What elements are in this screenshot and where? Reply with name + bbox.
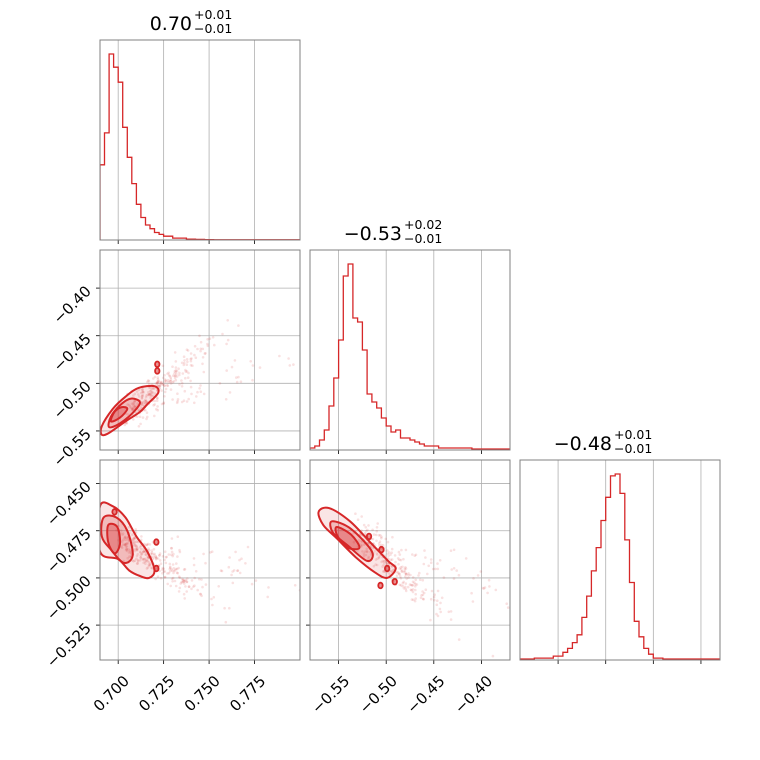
hist-b-background — [310, 250, 510, 450]
scatter-ab-contour-island — [154, 367, 161, 375]
scatter-bc-contour-3 — [334, 526, 361, 551]
scatter-bc-contour-island — [378, 545, 385, 554]
scatter-bc-contour-island — [391, 577, 398, 586]
hist-b-title-plus: +0.02 — [404, 217, 442, 232]
scatter-ac-xtick-label: 0.700 — [90, 672, 133, 715]
scatter-ac-xtick-label: 0.775 — [226, 672, 269, 715]
hist-a-background — [100, 40, 300, 240]
scatter-ab-frame — [99, 249, 301, 451]
scatter-bc-xtick-label: −0.50 — [356, 672, 401, 717]
scatter-bc-contour-2 — [329, 520, 374, 563]
scatter-ac-ytick-label: −0.475 — [43, 525, 95, 577]
scatter-bc-contour-island — [365, 532, 373, 541]
scatter-ab-ytick-label: −0.55 — [50, 425, 95, 470]
hist-a-title-minus: −0.01 — [194, 21, 232, 36]
scatter-ac-contour-island — [111, 508, 118, 516]
scatter-bc-xtick-label: −0.40 — [451, 672, 496, 717]
hist-b-frame — [309, 249, 511, 451]
scatter-ac-contour-1 — [100, 501, 156, 580]
hist-c-panel: −0.48 +0.01−0.01 — [519, 427, 721, 664]
scatter-bc-xtick-label: −0.55 — [308, 672, 353, 717]
hist-b-title-minus: −0.01 — [404, 231, 442, 246]
hist-c-title-value: −0.48 — [554, 433, 612, 455]
hist-b-histogram-step — [310, 263, 510, 450]
hist-c-frame — [519, 459, 721, 661]
scatter-bc-contour-island — [377, 581, 384, 590]
scatter-ac-xtick-label: 0.750 — [181, 672, 224, 715]
scatter-ac-background — [100, 460, 300, 660]
scatter-ab-ytick-label: −0.40 — [50, 282, 95, 327]
hist-c-title-plus: +0.01 — [614, 427, 652, 442]
scatter-ab-samples — [123, 319, 295, 428]
hist-b-title-value: −0.53 — [344, 223, 402, 245]
scatter-ab-contour-3 — [109, 405, 129, 423]
hist-a-panel: 0.70 +0.01−0.01 — [99, 7, 301, 244]
scatter-ac-ytick-label: −0.450 — [43, 478, 95, 530]
scatter-ac-contour-3 — [106, 522, 122, 555]
scatter-ac-xtick-label: 0.725 — [135, 672, 178, 715]
scatter-ac-frame — [99, 459, 301, 661]
scatter-ac-contour-island — [153, 564, 160, 573]
scatter-bc-background — [310, 460, 510, 660]
hist-a-title-value: 0.70 — [150, 13, 192, 35]
hist-c-title: −0.48 +0.01−0.01 — [554, 427, 653, 456]
scatter-ac-ytick-label: −0.525 — [43, 619, 95, 671]
scatter-ac-panel: 0.700 0.725 0.750 0.775 −0.525−0.500−0.475−0… — [43, 459, 301, 715]
hist-a-frame — [99, 39, 301, 241]
scatter-ab-contour-island — [154, 360, 161, 368]
hist-a-title-plus: +0.01 — [194, 7, 232, 22]
scatter-bc-frame — [309, 459, 511, 661]
scatter-ab-ytick-label: −0.45 — [50, 330, 95, 375]
hist-c-histogram-step — [520, 473, 720, 660]
hist-a-title: 0.70 +0.01−0.01 — [150, 7, 233, 36]
scatter-ac-ytick-label: −0.500 — [43, 572, 95, 624]
scatter-ac-contour-2 — [100, 514, 134, 564]
hist-b-title: −0.53 +0.02−0.01 — [344, 217, 443, 246]
hist-c-title-minus: −0.01 — [614, 441, 652, 456]
scatter-ac-contour-island — [153, 538, 160, 546]
scatter-bc-contour-island — [384, 564, 391, 573]
hist-b-panel: −0.53 +0.02−0.01 — [309, 217, 511, 454]
scatter-ab-contour-1 — [100, 384, 160, 437]
scatter-ab-ytick-label: −0.50 — [50, 377, 95, 422]
scatter-bc-xtick-label: −0.45 — [403, 672, 448, 717]
